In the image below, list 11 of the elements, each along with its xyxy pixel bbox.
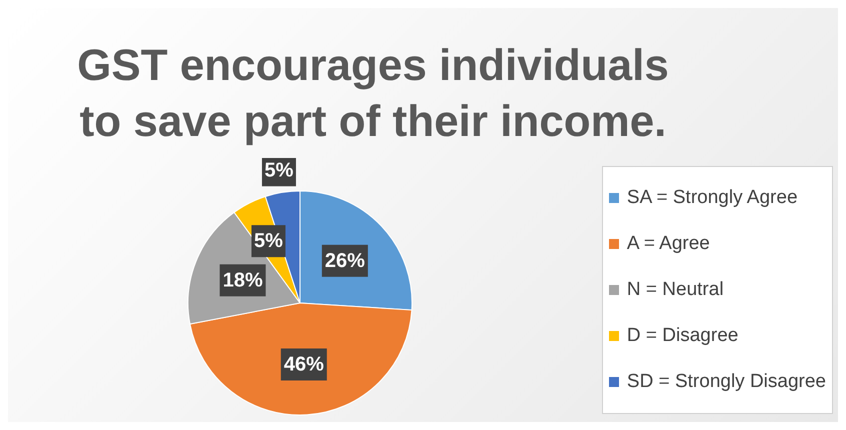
data-label: 26% bbox=[324, 250, 366, 272]
legend-label: D = Disagree bbox=[626, 325, 738, 347]
data-label: 46% bbox=[284, 353, 324, 376]
chart-title: GST encourages individuals to save part of their income. bbox=[76, 40, 670, 148]
data-label: 5% bbox=[254, 230, 284, 252]
data-label: 18% bbox=[222, 269, 263, 292]
legend-label: N = Neutral bbox=[626, 279, 724, 301]
legend-label: A = Agree bbox=[626, 233, 710, 255]
data-label: 5% bbox=[264, 159, 294, 182]
legend-label: SA = Strongly Agree bbox=[626, 187, 798, 209]
legend-label: SD = Strongly Disagree bbox=[626, 371, 826, 393]
